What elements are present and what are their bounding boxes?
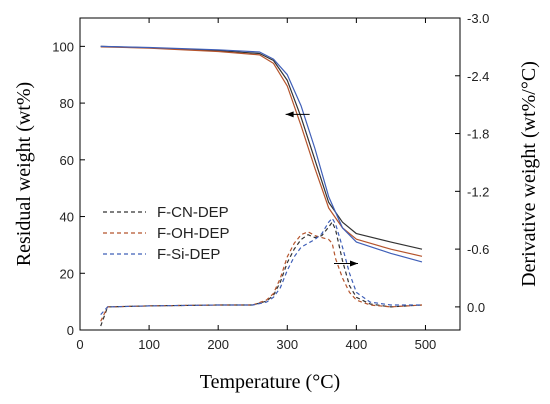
series-dtg-f-si-dep-line [100,217,422,316]
series-tg-f-si-dep-line [100,45,423,263]
y-tick-label: 40 [60,210,74,225]
annotation-layer [285,111,358,267]
y-tick-label: 0 [67,323,74,338]
y2-tick-label: -1.2 [467,184,489,199]
y-tick-label: 20 [60,266,74,281]
axis-ticks: 0 100 200 300 400 500 0 20 40 60 80 100 0.0 -0.6 -1.2 -… [52,11,489,352]
y2-tick-label: -2.4 [467,69,489,84]
y2-axis-title: Derivative weight (wt%/°C) [518,61,540,287]
x-tick-label: 500 [415,337,437,352]
y2-tick-label: -1.8 [467,127,489,142]
x-tick-label: 300 [276,337,298,352]
y-tick-label: 100 [52,39,74,54]
legend: F-CN-DEP F-OH-DEP F-Si-DEP [103,204,230,263]
y-axis-title: Residual weight (wt%) [13,82,35,266]
series-tg-f-cn-dep-line [100,45,423,250]
legend-label: F-CN-DEP [157,204,229,221]
y-tick-label: 60 [60,153,74,168]
series-tg-f-oh-dep-line [100,46,423,257]
y-tick-label: 80 [60,96,74,111]
arrow-left-head [285,111,294,118]
x-tick-label: 0 [76,337,83,352]
x-tick-label: 100 [138,337,160,352]
arrow-right-head [350,260,358,267]
x-tick-label: 200 [207,337,229,352]
series-dtg-f-oh-dep-line [100,231,423,322]
x-axis-title: Temperature (°C) [200,371,340,393]
legend-label: F-Si-DEP [157,246,220,263]
x-tick-label: 400 [346,337,368,352]
plot-frame [79,17,461,331]
y2-tick-label: 0.0 [467,300,485,315]
y2-tick-label: -0.6 [467,242,489,257]
y2-tick-label: -3.0 [467,11,489,26]
series-layer [100,45,423,327]
legend-label: F-OH-DEP [157,225,230,242]
